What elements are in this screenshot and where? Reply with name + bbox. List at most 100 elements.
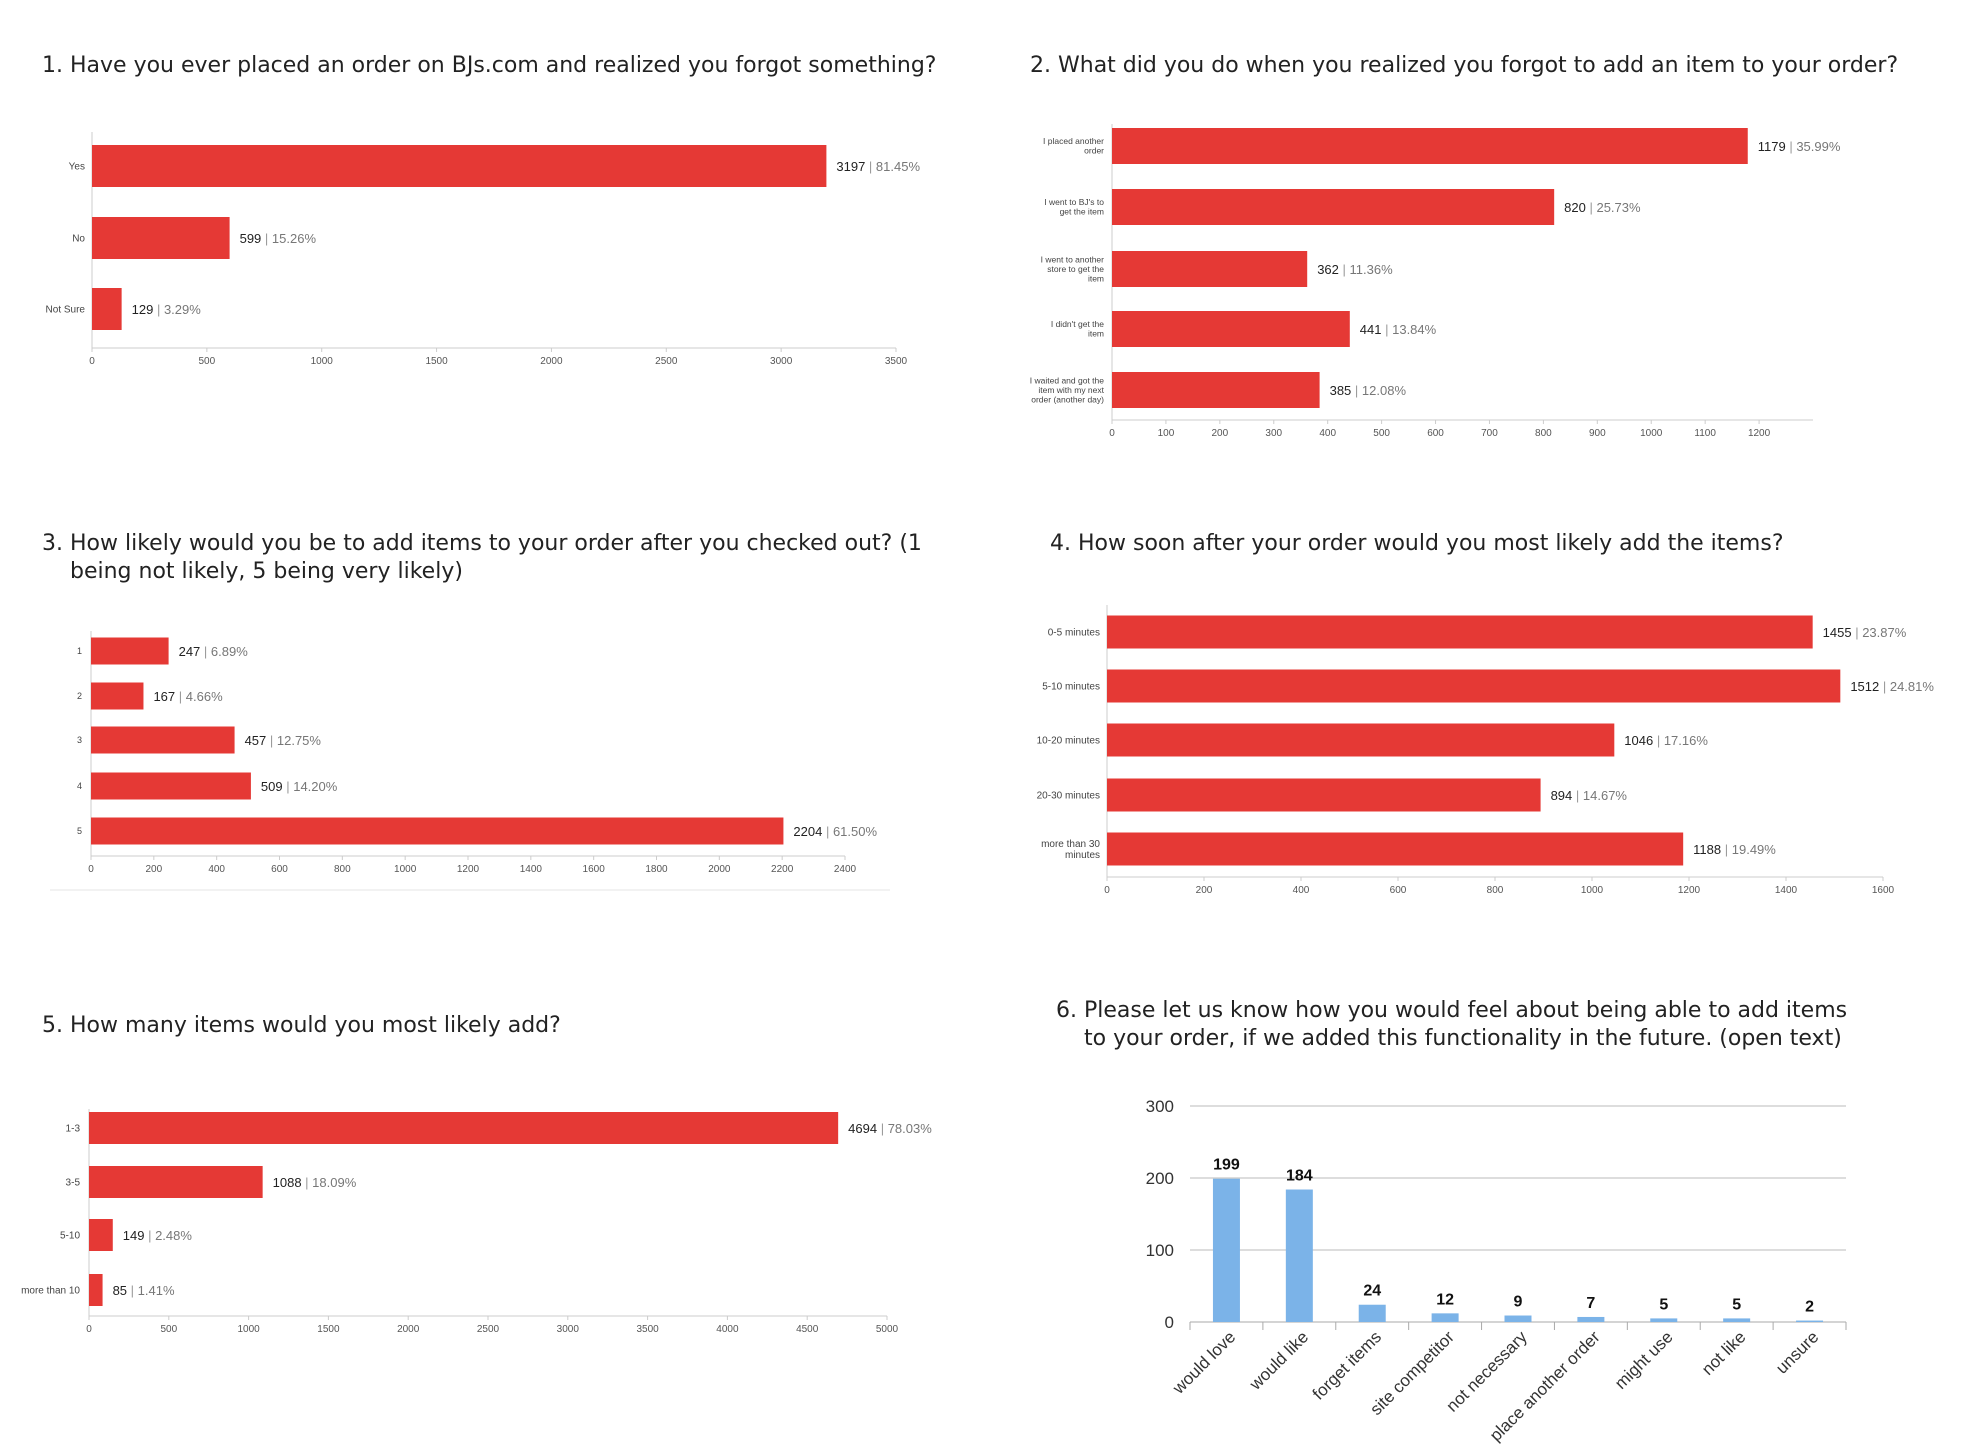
question-number: 5. xyxy=(42,1013,63,1038)
value-label: 247 | 6.89% xyxy=(179,644,249,659)
x-tick-label: 2500 xyxy=(477,1324,500,1335)
value-count: 1512 xyxy=(1850,679,1879,694)
value-percent: 78.03% xyxy=(888,1121,933,1136)
value-separator: | xyxy=(175,689,186,704)
x-tick-label: 2200 xyxy=(771,864,794,875)
category-label: 1 xyxy=(77,646,82,656)
bar xyxy=(1112,372,1320,408)
value-label: 1046 | 17.16% xyxy=(1624,733,1708,748)
bar xyxy=(92,217,230,259)
value-percent: 24.81% xyxy=(1890,679,1935,694)
category-label: I waited and got the xyxy=(1030,375,1104,385)
x-tick-label: 1100 xyxy=(1694,428,1716,439)
question-number: 3. xyxy=(42,531,63,556)
value-percent: 1.41% xyxy=(138,1283,175,1298)
value-separator: | xyxy=(266,733,277,748)
value-label: 1455 | 23.87% xyxy=(1823,625,1907,640)
x-tick-label: 1400 xyxy=(520,864,543,875)
x-tick-label: 5000 xyxy=(876,1324,899,1335)
question-number: 6. xyxy=(1056,998,1077,1023)
category-label: 3-5 xyxy=(66,1178,81,1189)
category-label: item with my next xyxy=(1038,385,1104,395)
question-text-line: Please let us know how you would feel ab… xyxy=(1084,998,1848,1023)
y-tick-label: 200 xyxy=(1146,1169,1174,1188)
x-tick-label: 500 xyxy=(199,356,216,367)
value-label: 167 | 4.66% xyxy=(153,689,223,704)
value-percent: 18.09% xyxy=(312,1175,357,1190)
value-label: 149 | 2.48% xyxy=(123,1228,193,1243)
value-label: 441 | 13.84% xyxy=(1360,322,1437,337)
x-tick-label: 4000 xyxy=(716,1324,739,1335)
value-percent: 17.16% xyxy=(1664,733,1709,748)
question-text: Have you ever placed an order on BJs.com… xyxy=(70,52,936,80)
value-percent: 23.87% xyxy=(1862,625,1907,640)
value-label: 2204 | 61.50% xyxy=(793,824,877,839)
column-bar xyxy=(1431,1313,1459,1322)
value-separator: | xyxy=(261,231,272,246)
x-tick-label: 0 xyxy=(1104,885,1110,896)
x-tick-label: 1500 xyxy=(425,356,448,367)
value-separator: | xyxy=(1586,200,1597,215)
value-count: 167 xyxy=(153,689,175,704)
value-label: 820 | 25.73% xyxy=(1564,200,1641,215)
category-label: 4 xyxy=(77,781,82,791)
category-label: 0-5 minutes xyxy=(1048,628,1100,639)
value-count: 149 xyxy=(123,1228,145,1243)
category-label: would like xyxy=(1245,1327,1312,1394)
x-tick-label: 1000 xyxy=(394,864,417,875)
value-count: 4694 xyxy=(848,1121,877,1136)
x-tick-label: 200 xyxy=(1212,428,1229,439)
value-count: 247 xyxy=(179,644,201,659)
value-separator: | xyxy=(1572,788,1583,803)
value-percent: 12.75% xyxy=(277,733,322,748)
value-count: 820 xyxy=(1564,200,1586,215)
question-text-line: How soon after your order would you most… xyxy=(1078,531,1784,556)
data-label: 199 xyxy=(1213,1157,1240,1174)
x-tick-label: 0 xyxy=(86,1324,92,1335)
value-count: 1088 xyxy=(273,1175,302,1190)
bar xyxy=(91,637,169,665)
column-bar xyxy=(1723,1318,1751,1322)
data-label: 5 xyxy=(1659,1296,1668,1313)
category-label: more than 10 xyxy=(21,1286,80,1297)
value-separator: | xyxy=(302,1175,313,1190)
category-label: 20-30 minutes xyxy=(1037,791,1100,802)
value-percent: 12.08% xyxy=(1362,383,1407,398)
category-label: store to get the xyxy=(1047,264,1104,274)
x-tick-label: 800 xyxy=(1487,885,1504,896)
x-tick-label: 900 xyxy=(1589,428,1606,439)
value-percent: 25.73% xyxy=(1596,200,1641,215)
category-label: more than 30 xyxy=(1041,839,1100,850)
question-text: Please let us know how you would feel ab… xyxy=(1084,997,1847,1053)
question-text-line: What did you do when you realized you fo… xyxy=(1058,53,1899,78)
value-separator: | xyxy=(822,824,833,839)
category-label: would love xyxy=(1168,1327,1239,1398)
x-tick-label: 400 xyxy=(1319,428,1336,439)
value-count: 385 xyxy=(1330,383,1352,398)
x-tick-label: 300 xyxy=(1265,428,1282,439)
value-label: 362 | 11.36% xyxy=(1317,262,1393,277)
category-label: get the item xyxy=(1060,207,1104,217)
y-tick-label: 300 xyxy=(1146,1097,1174,1116)
x-tick-label: 3000 xyxy=(557,1324,580,1335)
x-tick-label: 200 xyxy=(1196,885,1213,896)
column-bar xyxy=(1796,1320,1824,1322)
value-label: 1179 | 35.99% xyxy=(1758,139,1841,154)
value-percent: 2.48% xyxy=(155,1228,192,1243)
bar xyxy=(91,817,784,845)
bar xyxy=(1112,311,1350,347)
x-tick-label: 800 xyxy=(334,864,351,875)
value-percent: 11.36% xyxy=(1350,262,1394,277)
x-tick-label: 2000 xyxy=(540,356,563,367)
value-separator: | xyxy=(283,779,294,794)
x-tick-label: 1000 xyxy=(237,1324,260,1335)
value-separator: | xyxy=(153,302,164,317)
value-separator: | xyxy=(1786,139,1797,154)
x-tick-label: 1000 xyxy=(1640,428,1663,439)
x-tick-label: 4500 xyxy=(796,1324,819,1335)
value-count: 599 xyxy=(240,231,262,246)
question-text-line: How many items would you most likely add… xyxy=(70,1013,561,1038)
